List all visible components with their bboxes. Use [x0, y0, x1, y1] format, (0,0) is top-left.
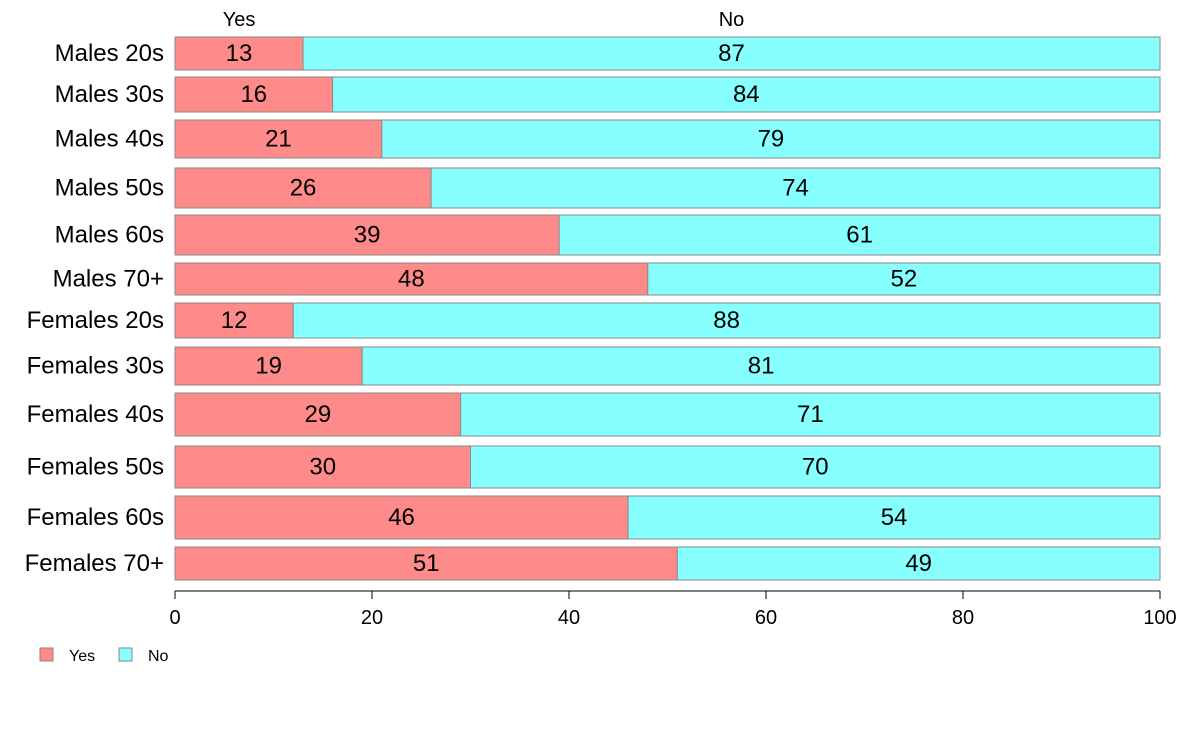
category-label: Females 30s [27, 353, 164, 380]
legend-swatch [39, 647, 54, 662]
data-label: 87 [718, 40, 745, 67]
category-label: Females 40s [27, 401, 164, 428]
data-label: 19 [255, 353, 282, 380]
category-label: Females 50s [27, 454, 164, 481]
column-header-labels: Yes No [223, 9, 745, 31]
bar-row: Females 50s 30 70 [27, 445, 1161, 489]
bar-row: Females 70+ 51 49 [25, 546, 1161, 581]
category-label: Males 30s [55, 81, 164, 108]
bar-row: Males 30s 16 84 [55, 76, 1161, 113]
data-label: 52 [891, 266, 918, 293]
category-label: Males 60s [55, 222, 164, 249]
data-label: 84 [733, 81, 760, 108]
data-label: 48 [398, 266, 425, 293]
bar-row: Males 20s 13 87 [55, 36, 1161, 71]
legend: Yes No [39, 647, 169, 665]
bar-segment-no [460, 392, 1161, 437]
bar-row: Females 20s 12 88 [27, 302, 1161, 339]
category-label: Females 20s [27, 307, 164, 334]
legend-label: No [148, 648, 169, 665]
bar-row: Males 60s 39 61 [55, 214, 1161, 256]
bar-segment-yes [174, 445, 471, 489]
category-label: Females 60s [27, 504, 164, 531]
bar-segment-no [302, 36, 1161, 71]
data-label: 30 [309, 454, 336, 481]
legend-label: Yes [69, 648, 95, 665]
bar-row: Females 30s 19 81 [27, 346, 1161, 386]
bar-row: Females 40s 29 71 [27, 392, 1161, 437]
bar-segment-no [332, 76, 1161, 113]
bar-segment-yes [174, 36, 304, 71]
bar-segment-yes [174, 167, 432, 209]
x-axis: 0 20 40 60 80 100 [169, 590, 1177, 629]
category-label: Males 50s [55, 175, 164, 202]
data-label: 88 [713, 307, 740, 334]
bar-segment-yes [174, 214, 560, 256]
x-tick-label: 40 [558, 607, 580, 629]
bar-segment-yes [174, 76, 334, 113]
bar-segment-no [627, 495, 1161, 540]
data-label: 81 [748, 353, 775, 380]
data-label: 54 [881, 504, 908, 531]
data-label: 12 [221, 307, 248, 334]
data-label: 29 [304, 401, 331, 428]
bar-segment-yes [174, 119, 383, 159]
bar-segment-no [430, 167, 1161, 209]
bar-segment-no [470, 445, 1161, 489]
category-label: Males 70+ [53, 266, 164, 293]
data-label: 46 [388, 504, 415, 531]
category-label: Males 40s [55, 126, 164, 153]
data-label: 39 [354, 222, 381, 249]
legend-swatch [118, 647, 133, 662]
bar-segment-yes [174, 302, 294, 339]
column-header-no: No [719, 9, 745, 31]
bar-row: Females 60s 46 54 [27, 495, 1161, 540]
legend-item: No [118, 647, 169, 665]
bar-segment-no [381, 119, 1161, 159]
bar-segment-no [558, 214, 1161, 256]
bar-row: Males 50s 26 74 [55, 167, 1161, 209]
bar-segment-no [647, 262, 1161, 296]
data-label: 51 [413, 550, 440, 577]
bar-segment-yes [174, 495, 629, 540]
data-label: 16 [240, 81, 267, 108]
data-label: 49 [905, 550, 932, 577]
bar-row: Males 40s 21 79 [55, 119, 1161, 159]
x-tick-label: 20 [361, 607, 383, 629]
column-header-yes: Yes [223, 9, 256, 31]
x-tick-label: 60 [755, 607, 777, 629]
data-label: 13 [226, 40, 253, 67]
category-label: Females 70+ [25, 550, 164, 577]
bar-segment-yes [174, 546, 678, 581]
bar-segment-no [292, 302, 1161, 339]
data-label: 74 [782, 175, 809, 202]
x-tick-label: 100 [1143, 607, 1176, 629]
x-tick-label: 80 [952, 607, 974, 629]
bar-segment-no [676, 546, 1161, 581]
data-label: 79 [758, 126, 785, 153]
bar-segment-no [361, 346, 1161, 386]
x-tick-label: 0 [169, 607, 180, 629]
data-label: 70 [802, 454, 829, 481]
data-label: 26 [290, 175, 317, 202]
data-label: 61 [846, 222, 873, 249]
legend-item: Yes [39, 647, 95, 665]
category-label: Males 20s [55, 40, 164, 67]
data-label: 71 [797, 401, 824, 428]
bar-row: Males 70+ 48 52 [53, 262, 1161, 296]
data-label: 21 [265, 126, 292, 153]
bar-segment-yes [174, 392, 462, 437]
